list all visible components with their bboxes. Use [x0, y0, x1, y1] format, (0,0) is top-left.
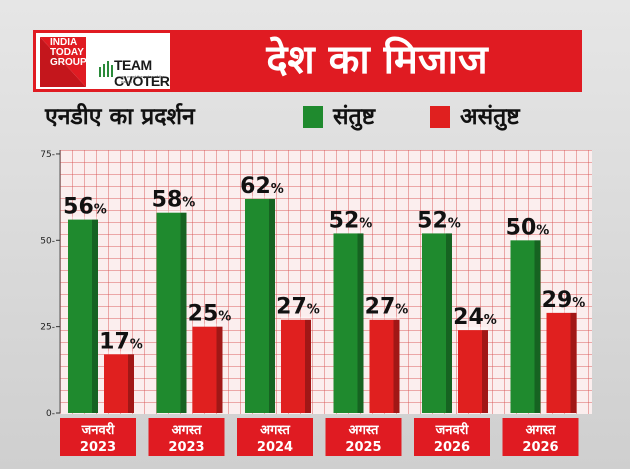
bar-dissatisfied-body [192, 326, 223, 413]
bar-satisfied [510, 237, 541, 413]
bar-dissatisfied-cap [281, 316, 311, 320]
bar-dissatisfied-shade [482, 330, 488, 413]
bar-satisfied [333, 230, 364, 413]
x-tick-label-month: जनवरी [435, 422, 469, 438]
data-label-satisfied: 58% [152, 188, 196, 213]
bar-dissatisfied-shade [216, 326, 223, 413]
bar-satisfied [156, 209, 187, 413]
bar-dissatisfied [458, 327, 488, 413]
bar-satisfied-body [333, 233, 364, 413]
bar-dissatisfied-body [458, 330, 488, 413]
page-title: देश का मिजाज [266, 37, 488, 83]
data-label-satisfied: 50% [506, 215, 550, 240]
bar-dissatisfied-body [281, 319, 311, 413]
legend-swatch-dissatisfied [430, 106, 450, 128]
bar-dissatisfied-cap [546, 309, 577, 313]
x-tick-label-month: जनवरी [81, 422, 115, 438]
bar-dissatisfied-cap [192, 323, 223, 327]
bar-dissatisfied-body [546, 312, 577, 413]
x-tick-label-year: 2026 [434, 440, 470, 455]
logo-mark-icon [40, 37, 86, 87]
bar-dissatisfied [281, 316, 311, 413]
bar-satisfied-shade [534, 240, 541, 413]
category-label-box [414, 418, 490, 456]
legend-swatch-satisfied [303, 106, 323, 128]
cvoter-tagline: we meet the pulse of the nation [121, 74, 165, 84]
x-tick-label-month: अगस्त [526, 423, 556, 438]
bar-dissatisfied [104, 351, 134, 413]
y-tick-label: 50- [40, 236, 55, 246]
chart-subtitle: एनडीए का प्रदर्शन [45, 104, 195, 130]
bar-satisfied-shade [180, 212, 187, 413]
category-label-box [148, 418, 225, 456]
bar-satisfied-cap [68, 216, 98, 220]
bar-satisfied [245, 195, 275, 413]
plot-area [60, 150, 592, 414]
bar-satisfied-cap [156, 209, 187, 213]
x-tick-label-month: अगस्त [349, 423, 379, 438]
x-tick-label-year: 2024 [257, 440, 293, 455]
bar-satisfied-cap [333, 230, 364, 234]
bar-satisfied-body [422, 233, 452, 413]
category-label-box [325, 418, 402, 456]
bar-satisfied-body [156, 212, 187, 413]
x-tick-label-year: 2023 [80, 440, 116, 455]
data-label-dissatisfied: 27% [365, 295, 409, 320]
bar-satisfied [422, 230, 452, 413]
y-tick-label: 0- [46, 409, 55, 419]
data-label-dissatisfied: 17% [99, 329, 143, 354]
y-tick-label: 75- [40, 150, 55, 160]
cvoter-logo: TEAM CVOTER [114, 57, 170, 89]
bar-dissatisfied-shade [128, 354, 134, 413]
category-label-box [502, 418, 579, 456]
bar-satisfied-cap [510, 237, 541, 241]
bar-satisfied-shade [446, 233, 452, 413]
bar-satisfied-shade [357, 233, 364, 413]
bar-satisfied-shade [269, 198, 275, 413]
bar-dissatisfied [192, 323, 223, 413]
bar-satisfied-body [510, 240, 541, 413]
x-tick-label-year: 2023 [168, 440, 204, 455]
legend-label-satisfied: संतुष्ट [333, 104, 376, 130]
legend-label-dissatisfied: असंतुष्ट [460, 104, 520, 130]
x-tick-label-year: 2026 [522, 440, 558, 455]
bar-satisfied-body [245, 198, 275, 413]
bar-dissatisfied [369, 316, 400, 413]
data-label-dissatisfied: 27% [276, 295, 320, 320]
bar-dissatisfied-cap [458, 327, 488, 331]
bar-satisfied [68, 216, 98, 413]
data-label-dissatisfied: 29% [542, 288, 586, 313]
x-tick-label-month: अगस्त [172, 423, 202, 438]
india-today-group-logo: INDIA TODAY GROUP TEAM CVOTER we meet th… [33, 30, 173, 92]
data-label-dissatisfied: 25% [188, 302, 232, 327]
x-tick-label-month: अगस्त [260, 423, 290, 438]
bar-satisfied-shade [92, 219, 98, 413]
bar-satisfied-cap [422, 230, 452, 234]
bar-dissatisfied-body [104, 354, 134, 413]
bar-dissatisfied-shade [393, 319, 400, 413]
data-label-satisfied: 52% [417, 208, 461, 233]
data-label-satisfied: 62% [240, 174, 284, 199]
bar-satisfied-body [68, 219, 98, 413]
bar-satisfied-cap [245, 195, 275, 199]
bar-dissatisfied-cap [104, 351, 134, 355]
bar-dissatisfied-body [369, 319, 400, 413]
bar-dissatisfied-shade [570, 312, 577, 413]
bar-dissatisfied [546, 309, 577, 413]
data-label-satisfied: 52% [329, 208, 373, 233]
data-label-satisfied: 56% [63, 195, 107, 220]
category-label-box [237, 418, 313, 456]
bar-dissatisfied-cap [369, 316, 400, 320]
y-tick-label: 25- [40, 323, 55, 333]
bar-dissatisfied-shade [305, 319, 311, 413]
logo-text: INDIA TODAY GROUP [50, 37, 87, 68]
title-bar: देश का मिजाज [172, 30, 582, 92]
cvoter-bars-icon [99, 61, 113, 77]
x-tick-label-year: 2025 [345, 440, 381, 455]
category-label-box [60, 418, 136, 456]
data-label-dissatisfied: 24% [453, 305, 497, 330]
